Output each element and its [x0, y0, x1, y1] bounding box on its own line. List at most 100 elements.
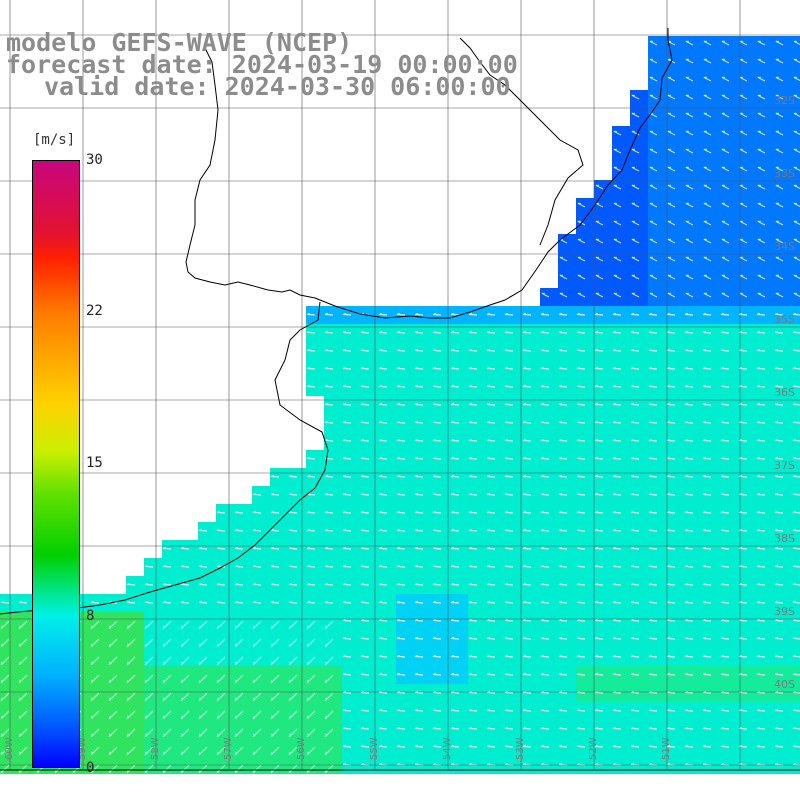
- wind-arrow: [252, 620, 262, 630]
- wind-arrow: [432, 404, 442, 406]
- wind-arrow: [540, 530, 550, 532]
- wind-arrow-head: [360, 672, 364, 675]
- wind-arrow: [612, 566, 622, 568]
- wind-arrow: [792, 530, 800, 532]
- wind-arrow: [558, 440, 568, 442]
- wind-arrow: [126, 764, 136, 774]
- wind-arrow-head: [594, 402, 598, 405]
- wind-arrow: [684, 548, 694, 550]
- wind-arrow: [180, 728, 190, 738]
- wind-arrow-head: [270, 625, 273, 629]
- wind-arrow: [631, 256, 640, 262]
- wind-arrow-head: [396, 654, 400, 657]
- wind-arrow: [558, 314, 568, 316]
- wind-arrow: [756, 422, 766, 424]
- wind-arrow-head: [324, 733, 327, 737]
- wind-arrow: [684, 692, 694, 694]
- wind-arrow: [450, 476, 460, 478]
- wind-arrow-head: [738, 528, 742, 531]
- wind-arrow: [594, 494, 604, 496]
- wind-arrow: [684, 314, 694, 316]
- wind-arrow: [522, 728, 532, 730]
- wind-arrow: [450, 458, 460, 460]
- wind-arrow-head: [648, 438, 652, 441]
- wind-arrow-head: [0, 715, 3, 719]
- coastline: [0, 28, 673, 615]
- wind-arrow-head: [792, 438, 796, 441]
- wind-arrow-head: [432, 492, 436, 495]
- colorbar-tick-label: 8: [86, 608, 95, 624]
- wind-arrow-head: [720, 726, 724, 729]
- wind-arrow-head: [378, 456, 382, 459]
- wind-arrow-head: [468, 672, 472, 675]
- wind-arrow-head: [630, 762, 634, 765]
- wind-arrow-head: [234, 751, 237, 755]
- wind-arrow: [234, 548, 244, 550]
- wind-arrow-head: [360, 546, 364, 549]
- wind-arrow-head: [738, 348, 742, 351]
- wind-arrow-head: [666, 528, 670, 531]
- wind-arrow: [468, 422, 478, 424]
- wind-arrow-head: [306, 366, 310, 369]
- wind-arrow: [738, 602, 748, 604]
- wind-arrow-head: [486, 384, 490, 387]
- wind-arrow: [774, 692, 784, 694]
- wind-arrow-head: [198, 733, 201, 737]
- wind-arrow-head: [306, 384, 310, 387]
- wind-arrow: [90, 638, 100, 648]
- wind-arrow-head: [504, 582, 508, 585]
- wind-arrow-head: [486, 618, 490, 621]
- wind-arrow-head: [630, 564, 634, 567]
- wind-arrow-head: [180, 564, 184, 567]
- wind-arrow: [738, 584, 748, 586]
- wind-arrow-head: [576, 654, 580, 657]
- wind-arrow: [703, 40, 712, 46]
- wind-arrow-head: [270, 679, 273, 683]
- wind-arrow: [396, 656, 406, 658]
- wind-arrow-head: [450, 438, 454, 441]
- wind-arrow-head: [756, 330, 760, 333]
- wind-arrow-head: [180, 697, 183, 701]
- wind-arrow-head: [216, 564, 220, 567]
- wind-arrow: [612, 386, 622, 388]
- wind-arrow-head: [666, 726, 670, 729]
- wind-arrow: [648, 350, 658, 352]
- wind-arrow-head: [324, 679, 327, 683]
- wind-arrow: [126, 674, 136, 684]
- wind-arrow-head: [198, 600, 202, 603]
- wind-arrow: [757, 184, 766, 190]
- wind-arrow: [576, 350, 586, 352]
- wind-arrow: [378, 728, 388, 730]
- wind-arrow: [486, 602, 496, 604]
- wind-arrow: [792, 350, 800, 352]
- wind-arrow: [612, 710, 622, 712]
- wind-arrow: [522, 584, 532, 586]
- wind-arrow: [648, 332, 658, 334]
- wind-arrow: [360, 386, 370, 388]
- wind-arrow-head: [486, 708, 490, 711]
- wind-arrow: [576, 584, 586, 586]
- wind-arrow: [648, 404, 658, 406]
- wind-arrow-head: [540, 600, 544, 603]
- wind-arrow: [594, 566, 604, 568]
- wind-arrow-head: [342, 708, 346, 711]
- wind-arrow: [468, 584, 478, 586]
- wind-arrow: [468, 332, 478, 334]
- wind-arrow: [685, 166, 694, 172]
- wind-arrow-head: [630, 474, 634, 477]
- wind-arrow-head: [270, 643, 273, 647]
- wind-arrow: [540, 602, 550, 604]
- wind-arrow-head: [504, 456, 508, 459]
- wind-arrow: [756, 602, 766, 604]
- wind-arrow-head: [720, 618, 724, 621]
- wind-arrow-head: [0, 600, 4, 603]
- wind-arrow: [738, 710, 748, 712]
- wind-arrow-head: [450, 366, 454, 369]
- wind-arrow-head: [252, 643, 255, 647]
- wind-arrow-head: [234, 679, 237, 683]
- wind-arrow-head: [612, 402, 616, 405]
- wind-arrow-head: [360, 762, 364, 765]
- wind-arrow: [720, 458, 730, 460]
- wind-speed-cell: [792, 90, 800, 108]
- wind-arrow-head: [504, 636, 508, 639]
